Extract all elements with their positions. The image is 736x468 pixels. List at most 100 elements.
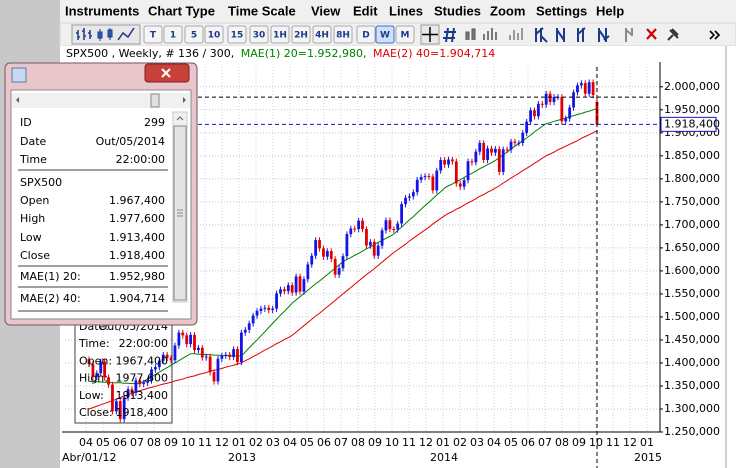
candle-body: [134, 380, 138, 393]
period-button[interactable]: [312, 25, 332, 44]
period-button[interactable]: [333, 25, 353, 44]
zoom-tool-2[interactable]: [556, 28, 565, 42]
menu-item[interactable]: Lines: [389, 3, 423, 18]
menu-item[interactable]: Time Scale: [228, 3, 296, 18]
x-tick-label: 04: [487, 436, 501, 449]
candle-body: [193, 334, 196, 351]
candle-body: [103, 361, 107, 378]
more-tools[interactable]: [709, 30, 721, 40]
candle-body: [111, 384, 114, 412]
period-button[interactable]: [249, 25, 269, 44]
info-symbol: SPX500 , Weekly, # 136 / 300,: [66, 47, 234, 60]
menu-item[interactable]: Instruments: [65, 3, 139, 18]
period-label: 30: [253, 31, 266, 41]
zoom-tool-4[interactable]: [598, 28, 610, 42]
candle-body: [165, 354, 169, 358]
period-button[interactable]: [270, 25, 290, 44]
candle-body: [505, 149, 509, 151]
menu-item[interactable]: Studies: [434, 3, 481, 18]
period-button[interactable]: [356, 25, 376, 44]
tooltip-value: 1918,400: [116, 406, 169, 419]
period-button[interactable]: [227, 25, 247, 44]
pin-tool[interactable]: [625, 28, 633, 42]
candle-body: [228, 354, 232, 357]
x-tick-label: 11: [402, 436, 416, 449]
zoom-tool-1[interactable]: [535, 27, 548, 43]
menu-item[interactable]: Settings: [536, 3, 587, 18]
candle-body: [583, 83, 587, 94]
info-bar: [60, 46, 736, 62]
delete-tool[interactable]: [646, 28, 657, 40]
pointer-tool[interactable]: [667, 28, 679, 41]
y-tick-label: 1.500,000: [664, 310, 720, 323]
histogram2-icon[interactable]: [509, 28, 523, 40]
h-scrollbar[interactable]: [12, 93, 190, 108]
candle-body: [560, 96, 564, 122]
price-label: 1.918,400: [664, 117, 720, 130]
menu-item[interactable]: Chart Type: [148, 3, 215, 18]
menu-item[interactable]: Edit: [353, 3, 378, 18]
y-tick-label: 1.950,000: [664, 103, 720, 116]
v-scroll-grip: [177, 209, 183, 217]
candle-body: [482, 142, 486, 160]
candle-body: [470, 161, 474, 163]
period-button[interactable]: [291, 25, 311, 44]
candle-body: [298, 276, 302, 292]
period-button[interactable]: [143, 25, 163, 44]
x-tick-label: 11: [198, 436, 212, 449]
period-button[interactable]: [375, 25, 395, 44]
candle-body: [462, 180, 466, 187]
scroll-left[interactable]: [16, 97, 19, 103]
candle-body: [501, 149, 505, 172]
h-scroll-thumb[interactable]: [150, 93, 160, 108]
candle-body: [466, 161, 470, 181]
period-label: 1: [170, 31, 176, 41]
x-tick-label: 11: [606, 436, 620, 449]
period-button[interactable]: [184, 25, 204, 44]
candle-body: [107, 377, 110, 385]
x-year-label: 2013: [228, 451, 256, 464]
candle-body: [419, 177, 423, 180]
period-button[interactable]: [204, 25, 224, 44]
candle-body: [138, 380, 142, 385]
menu-item[interactable]: Zoom: [490, 3, 525, 18]
candle-body: [400, 204, 404, 224]
y-tick-label: 1.300,000: [664, 402, 720, 415]
y-tick-label: 1.800,000: [664, 172, 720, 185]
x-tick-label: 09: [164, 436, 178, 449]
menu-item[interactable]: View: [311, 3, 341, 18]
menu-item[interactable]: Help: [596, 3, 624, 18]
x-tick-label: 01: [232, 436, 246, 449]
histogram-icon[interactable]: [483, 28, 497, 40]
volume-icon[interactable]: [465, 28, 476, 40]
candle-body: [333, 258, 337, 275]
period-label: 4H: [315, 31, 329, 41]
x-tick-label: 10: [589, 436, 603, 449]
info-line: SPX500 , Weekly, # 136 / 300, MAE(1) 20=…: [66, 47, 495, 60]
grid-icon[interactable]: [443, 27, 456, 43]
y-tick-label: 1.400,000: [664, 356, 720, 369]
zoom-tool-3[interactable]: [577, 27, 586, 42]
candle-body: [232, 349, 235, 357]
candle-body: [271, 308, 275, 311]
candle-body: [458, 183, 462, 187]
crosshair-icon: [422, 27, 438, 42]
scroll-right[interactable]: [183, 97, 186, 103]
period-button[interactable]: [163, 25, 183, 44]
x-tick-label: 07: [334, 436, 348, 449]
candle-body: [548, 93, 552, 102]
info-mae1: MAE(1) 20=1.952,980,: [241, 47, 367, 60]
candle-body: [341, 256, 345, 269]
candle-body: [247, 323, 251, 330]
tooltip-value: 1967,400: [116, 354, 169, 367]
candle-body: [290, 285, 294, 293]
period-button[interactable]: [395, 25, 415, 44]
x-tick-label: 01: [436, 436, 450, 449]
candle-body: [197, 347, 200, 351]
candle-body: [279, 289, 282, 294]
x-tick-label: 07: [538, 436, 552, 449]
candle-body: [587, 82, 591, 94]
candle-body: [200, 347, 204, 358]
chart-type-group[interactable]: [71, 24, 141, 45]
